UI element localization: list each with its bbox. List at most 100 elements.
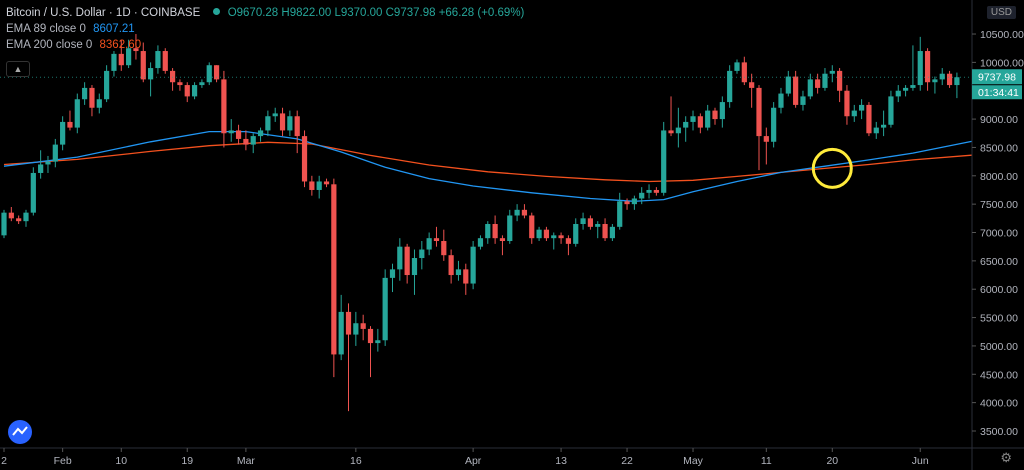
candle-body [272,113,278,117]
candle-body [844,90,850,117]
time-tick-label: 19 [181,455,193,467]
candle-body [734,62,740,71]
candle-body [67,121,73,128]
currency-label[interactable]: USD [986,6,1016,19]
candle-body [323,181,330,185]
candle-body [118,53,124,66]
candle-body [213,65,220,80]
candle-body [60,121,66,145]
ema200-path [3,141,972,183]
candle-body [177,82,183,86]
candle-body [683,121,689,128]
candle-body [30,172,36,213]
candle-body [353,323,359,335]
candle-body [126,48,132,66]
time-tick-label: Feb [54,455,72,467]
candle-body [514,209,520,216]
candle-body [602,224,608,239]
time-tick-label: May [683,455,704,467]
candle-body [705,110,711,128]
candle-body [169,70,176,83]
candle-body [301,136,308,182]
candle-body [609,226,615,239]
candle-body [558,235,564,239]
candle-body [881,124,887,128]
candle-body [455,269,462,276]
candle-body [653,189,659,193]
candle-body [426,238,432,250]
candle-body [397,246,403,270]
candle-body [155,51,161,69]
last-price-box [972,69,1022,85]
candle-body [851,110,857,117]
price-tick-label: 7500.00 [980,199,1018,211]
time-tick-label: 10 [115,455,127,467]
candle-body [8,212,14,219]
candle-body [646,189,652,193]
candle-body [822,73,828,88]
candle-body [727,70,733,103]
candle-body [45,161,51,165]
ema89-line [3,130,972,202]
candle-body [338,311,344,355]
candle-body [104,70,110,100]
candle-body [573,224,579,244]
last-price-label: 9737.98 01:34:41 [0,69,1022,100]
candle-body [888,96,894,125]
candle-body [690,116,696,122]
time-tick-label: 13 [555,455,567,467]
candle-body [191,85,198,97]
candle-body [543,229,550,239]
price-tick-label: 9000.00 [980,114,1018,126]
candle-body [800,96,806,105]
candle-body [470,246,476,284]
countdown-value: 01:34:41 [978,87,1019,99]
ema200-label[interactable]: EMA 200 close 0 [6,39,93,51]
candle-body [74,99,80,128]
market-status-icon [213,8,221,15]
candle-body [595,224,601,227]
candle-body [367,328,374,344]
candle-body [631,198,637,205]
candle-body [331,184,337,355]
ema200-line [3,141,972,183]
ohlc-values: O9670.28 H9822.00 L9370.00 C9737.98 +66.… [227,7,525,19]
candle-body [521,209,528,216]
candle-body [617,201,623,227]
price-tick-label: 4500.00 [980,369,1018,381]
symbol-title[interactable]: Bitcoin / U.S. Dollar · 1D · COINBASE [6,7,201,19]
candle-body [697,116,703,128]
candle-body [580,218,586,224]
tradingview-logo-icon[interactable] [8,420,32,444]
candle-body [785,76,791,94]
candle-body [375,340,381,344]
ema89-label[interactable]: EMA 89 close 0 [6,23,86,35]
candle-body [807,79,813,97]
price-tick-label: 5000.00 [980,341,1018,353]
highlight-circle-shape [811,147,853,189]
candle-body [265,116,271,131]
candle-body [492,224,498,239]
price-tick-label: 5500.00 [980,313,1018,325]
candle-body [829,70,835,74]
candle-body [565,238,572,244]
candle-body [917,51,923,86]
candle-body [946,73,953,86]
candle-body [924,51,931,83]
gear-icon[interactable]: ⚙ [1000,450,1012,465]
candle-body [859,104,865,111]
candle-body [778,93,784,108]
candle-body [675,127,681,134]
candle-body [485,224,491,239]
chart-legend: Bitcoin / U.S. Dollar · 1D · COINBASE O9… [6,5,524,53]
candle-body [932,79,938,83]
time-axis[interactable]: 2 Feb 10 19 Mar 16 Apr 13 22 May 11 20 Jun [0,447,1024,467]
chevron-up-icon[interactable]: ▲ [6,61,30,77]
candle-body [499,238,506,242]
price-tick-label: 4000.00 [980,398,1018,410]
candle-body [639,192,645,199]
candle-body [895,90,901,97]
candle-body [389,269,396,278]
candle-body [287,116,293,131]
